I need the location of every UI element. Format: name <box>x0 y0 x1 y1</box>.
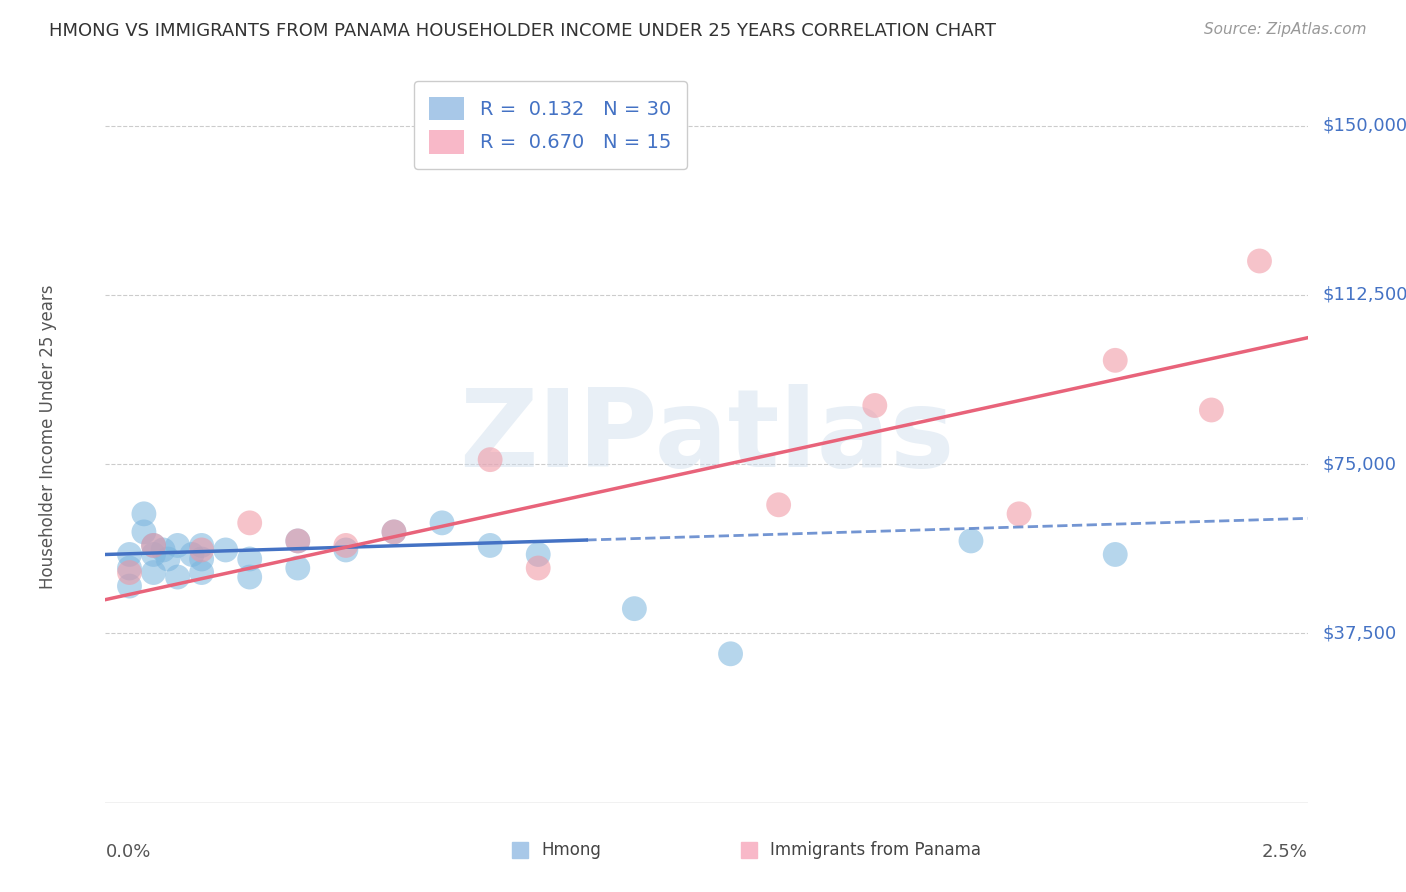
Point <box>181 548 204 562</box>
Point <box>382 524 405 539</box>
Point <box>118 561 141 575</box>
Point <box>287 561 309 575</box>
Point <box>166 570 188 584</box>
Point <box>166 538 188 552</box>
Point <box>1008 507 1031 521</box>
Text: 0.0%: 0.0% <box>105 843 150 861</box>
Point <box>190 543 212 558</box>
Point <box>1249 254 1271 268</box>
Point <box>960 533 983 548</box>
Point <box>190 566 212 580</box>
Point <box>479 538 502 552</box>
Point <box>430 516 453 530</box>
Text: $37,500: $37,500 <box>1322 624 1396 642</box>
Point <box>335 538 357 552</box>
Point <box>214 543 236 558</box>
Point <box>768 498 790 512</box>
Text: $150,000: $150,000 <box>1322 117 1406 135</box>
Point <box>623 601 645 615</box>
Text: Immigrants from Panama: Immigrants from Panama <box>770 841 981 859</box>
Point <box>863 399 886 413</box>
Point <box>142 538 165 552</box>
Point <box>287 533 309 548</box>
Text: $75,000: $75,000 <box>1322 455 1396 473</box>
Text: 2.5%: 2.5% <box>1261 843 1308 861</box>
Point <box>1201 403 1223 417</box>
Point <box>382 524 405 539</box>
Text: Source: ZipAtlas.com: Source: ZipAtlas.com <box>1204 22 1367 37</box>
Point <box>190 552 212 566</box>
Text: Hmong: Hmong <box>541 841 602 859</box>
Point <box>190 538 212 552</box>
Point <box>527 561 550 575</box>
Point <box>132 507 155 521</box>
Point <box>1104 548 1126 562</box>
Point <box>118 566 141 580</box>
Legend: R =  0.132   N = 30, R =  0.670   N = 15: R = 0.132 N = 30, R = 0.670 N = 15 <box>413 81 686 169</box>
Point <box>239 552 262 566</box>
Text: $112,500: $112,500 <box>1322 285 1406 304</box>
Point <box>118 548 141 562</box>
Point <box>132 524 155 539</box>
Point <box>156 552 179 566</box>
Point <box>287 533 309 548</box>
Point <box>152 543 174 558</box>
Point <box>142 566 165 580</box>
Point <box>335 543 357 558</box>
Point <box>118 579 141 593</box>
Point <box>142 548 165 562</box>
Point <box>239 516 262 530</box>
Point <box>720 647 742 661</box>
Point <box>239 570 262 584</box>
Point <box>527 548 550 562</box>
Point <box>479 452 502 467</box>
Text: Householder Income Under 25 years: Householder Income Under 25 years <box>39 285 56 590</box>
Point <box>142 538 165 552</box>
Point <box>1104 353 1126 368</box>
Text: ZIPatlas: ZIPatlas <box>458 384 955 490</box>
Text: HMONG VS IMMIGRANTS FROM PANAMA HOUSEHOLDER INCOME UNDER 25 YEARS CORRELATION CH: HMONG VS IMMIGRANTS FROM PANAMA HOUSEHOL… <box>49 22 997 40</box>
